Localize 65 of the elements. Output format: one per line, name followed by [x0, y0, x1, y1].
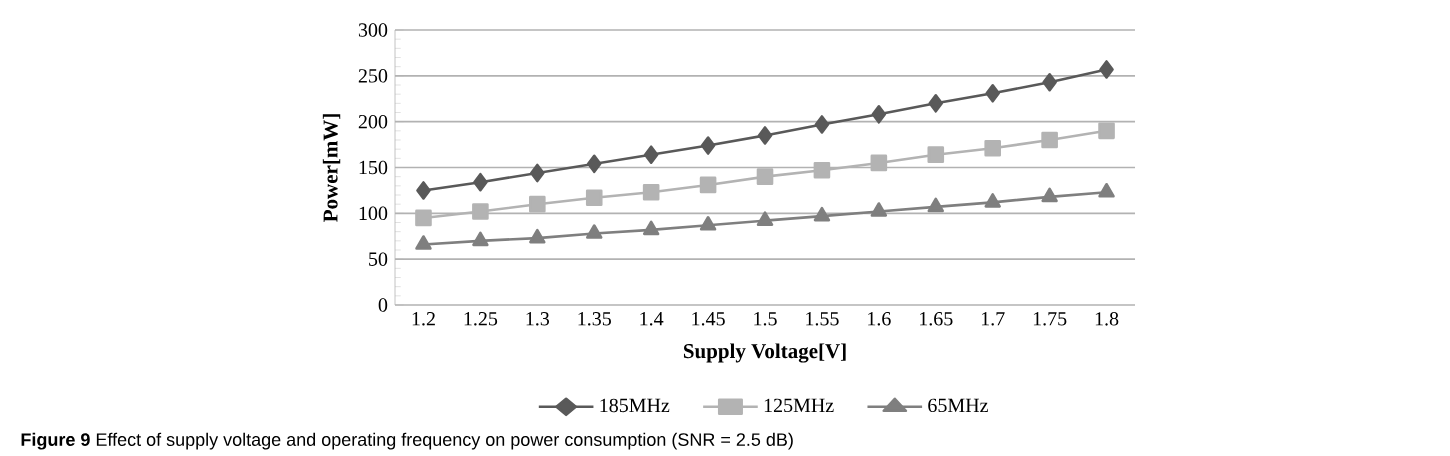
point	[530, 163, 545, 183]
point	[416, 181, 431, 200]
y-tick-label: 100	[359, 206, 388, 221]
y-tick-label: 150	[359, 160, 388, 175]
point	[642, 220, 660, 236]
x-tick-label: 1.5	[754, 312, 777, 326]
x-tick-label: 1.45	[692, 312, 725, 326]
point	[814, 115, 830, 134]
x-tick-label: 1.2	[412, 312, 435, 326]
point	[642, 183, 660, 201]
y-tick-label: 200	[358, 114, 388, 129]
point	[984, 193, 1001, 208]
point	[928, 94, 944, 113]
x-tick-label: 1.8	[1095, 312, 1119, 326]
point	[415, 235, 432, 250]
x-tick-label: 1.25	[464, 312, 498, 326]
x-tick-label: 1.55	[806, 312, 839, 326]
point	[985, 83, 1000, 103]
point	[813, 206, 831, 222]
x-tick-label: 1.4	[640, 312, 664, 326]
point	[871, 105, 887, 124]
y-tick-label: 250	[358, 69, 388, 83]
point	[870, 154, 888, 172]
point	[756, 168, 774, 185]
point	[700, 136, 716, 155]
point	[1098, 122, 1115, 140]
x-axis-title: Supply Voltage[V]	[683, 343, 846, 363]
point	[1099, 60, 1114, 79]
point	[699, 176, 717, 194]
point	[927, 146, 945, 163]
legend-label: 125MHz	[764, 398, 834, 413]
legend-label: 185MHz	[600, 398, 670, 413]
point	[472, 231, 489, 247]
point	[870, 202, 888, 217]
x-tick-label: 1.75	[1033, 312, 1067, 326]
x-tick-label: 1.6	[868, 312, 891, 326]
y-tick-label: 300	[358, 23, 388, 37]
point	[472, 203, 489, 220]
x-tick-label: 1.65	[920, 312, 953, 326]
point	[1041, 131, 1058, 149]
point	[813, 161, 831, 179]
point	[643, 145, 659, 164]
x-tick-label: 1.3	[526, 312, 550, 326]
x-tick-label: 1.7	[981, 312, 1005, 326]
point	[756, 211, 774, 226]
point	[585, 189, 603, 207]
point	[699, 215, 717, 231]
point	[415, 209, 432, 227]
y-tick-label: 0	[378, 298, 388, 312]
legend-label: 65MHz	[928, 398, 988, 413]
point	[1098, 182, 1115, 198]
point	[529, 228, 546, 244]
point	[757, 126, 773, 145]
text: Figure 9 Effect of supply voltage and operating frequency on power consumption (SNR = 2.5 dB)	[21, 432, 793, 450]
point	[529, 195, 546, 213]
x-tick-label: 1.35	[578, 312, 611, 326]
y-tick-label: 50	[369, 252, 388, 266]
point	[984, 139, 1001, 157]
y-axis-title: Power[mW]	[322, 114, 341, 222]
point	[1041, 187, 1058, 203]
point	[927, 197, 945, 213]
point	[586, 224, 603, 239]
point	[1042, 72, 1057, 92]
point	[473, 172, 488, 192]
point	[586, 154, 602, 174]
